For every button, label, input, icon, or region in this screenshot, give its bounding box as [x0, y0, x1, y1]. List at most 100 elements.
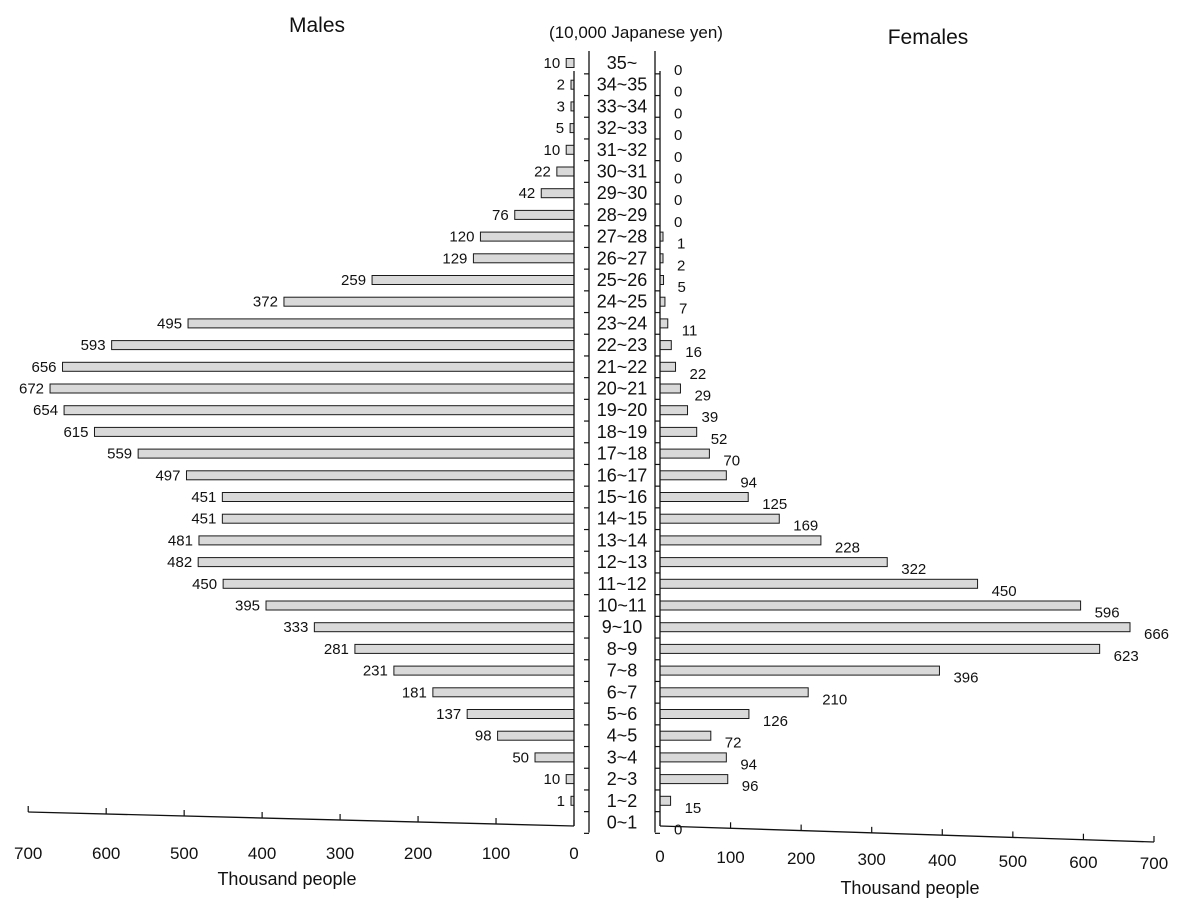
- male-bar: [222, 578, 575, 589]
- female-bar: [659, 426, 698, 437]
- male-value-label: 615: [63, 424, 88, 441]
- female-bar: [659, 340, 672, 351]
- female-value-label: 7: [679, 301, 687, 318]
- male-value-label: 593: [81, 337, 106, 354]
- female-value-label: 596: [1095, 605, 1120, 622]
- male-bar: [472, 253, 575, 264]
- male-bar: [393, 665, 575, 676]
- male-bar: [111, 340, 575, 351]
- male-tick-label: 500: [170, 844, 198, 863]
- category-label: 2~3: [607, 769, 638, 789]
- category-label: 35~: [607, 53, 638, 73]
- category-label: 18~19: [597, 422, 648, 442]
- female-value-label: 0: [674, 171, 682, 188]
- female-value-label: 125: [762, 496, 787, 513]
- male-bar: [479, 231, 575, 242]
- female-value-label: 169: [793, 518, 818, 535]
- female-value-label: 96: [742, 778, 759, 795]
- male-bar: [187, 318, 575, 329]
- female-tick-label: 500: [999, 852, 1027, 871]
- male-value-label: 231: [363, 663, 388, 680]
- male-value-label: 10: [544, 771, 561, 788]
- category-label: 6~7: [607, 682, 638, 702]
- male-bar: [466, 709, 575, 719]
- male-value-label: 333: [283, 619, 308, 636]
- female-value-label: 11: [682, 322, 698, 339]
- male-value-label: 395: [235, 598, 260, 615]
- category-label: 31~32: [597, 140, 648, 160]
- female-value-label: 126: [763, 713, 788, 730]
- male-tick-label: 200: [404, 844, 432, 863]
- female-bar: [659, 470, 727, 481]
- female-tick-label: 200: [787, 849, 815, 868]
- female-value-label: 210: [822, 691, 847, 708]
- male-bar: [63, 405, 575, 416]
- male-bar: [514, 209, 575, 220]
- female-bar: [659, 557, 888, 568]
- female-bar: [659, 492, 749, 502]
- female-value-label: 623: [1114, 648, 1139, 665]
- female-value-label: 22: [690, 366, 707, 383]
- male-bar: [283, 296, 575, 307]
- category-label: 22~23: [597, 335, 648, 355]
- male-value-label: 450: [192, 576, 217, 593]
- male-bar: [198, 535, 575, 546]
- male-value-label: 10: [544, 142, 561, 159]
- female-value-label: 39: [702, 409, 719, 426]
- male-value-label: 181: [402, 684, 427, 701]
- female-bar: [659, 578, 979, 589]
- male-value-label: 451: [191, 511, 216, 528]
- male-value-label: 50: [512, 749, 529, 766]
- female-value-label: 52: [711, 431, 728, 448]
- female-bar: [659, 383, 681, 394]
- male-value-label: 495: [157, 315, 182, 332]
- female-value-label: 0: [674, 149, 682, 166]
- category-label: 25~26: [597, 270, 648, 290]
- female-bar: [659, 318, 669, 329]
- male-bar: [371, 275, 575, 285]
- female-bar: [659, 643, 1101, 654]
- female-bar: [659, 513, 780, 524]
- male-value-label: 672: [19, 381, 44, 398]
- female-value-label: 666: [1144, 626, 1169, 643]
- male-value-label: 2: [557, 77, 565, 94]
- male-value-label: 42: [519, 185, 536, 202]
- male-value-label: 372: [253, 294, 278, 311]
- male-value-label: 5: [556, 120, 564, 137]
- female-tick-label: 600: [1069, 853, 1097, 872]
- male-tick-label: 400: [248, 844, 276, 863]
- male-bar: [185, 470, 575, 481]
- female-bar: [659, 296, 666, 307]
- category-label: 9~10: [602, 617, 643, 637]
- male-value-label: 129: [442, 250, 467, 267]
- male-bar: [137, 448, 575, 459]
- category-label: 30~31: [597, 162, 648, 182]
- male-bar: [556, 166, 575, 177]
- female-bar: [659, 665, 940, 676]
- male-bar: [565, 144, 575, 155]
- category-label: 17~18: [597, 444, 648, 464]
- female-value-label: 0: [674, 62, 682, 79]
- female-bar: [659, 687, 809, 698]
- category-label: 21~22: [597, 357, 648, 377]
- category-label: 27~28: [597, 227, 648, 247]
- category-label: 5~6: [607, 704, 638, 724]
- female-bar: [659, 600, 1082, 611]
- category-label: 14~15: [597, 509, 648, 529]
- female-value-label: 2: [677, 257, 685, 274]
- male-value-label: 259: [341, 272, 366, 289]
- female-tick-label: 400: [928, 851, 956, 870]
- female-bar: [659, 361, 677, 372]
- female-value-label: 1: [677, 236, 685, 253]
- category-label: 26~27: [597, 248, 648, 268]
- category-label: 34~35: [597, 75, 648, 95]
- category-label: 4~5: [607, 726, 638, 746]
- female-value-label: 15: [685, 800, 702, 817]
- male-value-label: 481: [168, 532, 193, 549]
- category-label: 3~4: [607, 747, 638, 767]
- male-value-label: 1: [557, 793, 565, 810]
- female-bar: [659, 405, 689, 416]
- male-bar: [534, 752, 575, 763]
- male-bar: [565, 58, 575, 68]
- female-value-label: 94: [740, 756, 757, 773]
